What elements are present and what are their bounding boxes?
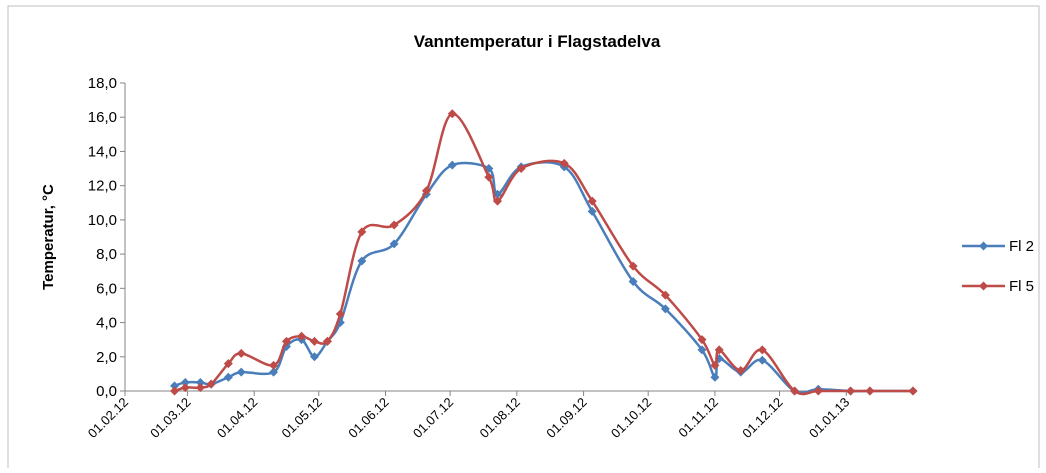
y-tick-label: 16,0	[88, 109, 117, 126]
data-point	[865, 386, 875, 396]
data-point	[714, 345, 724, 355]
data-point	[447, 109, 457, 119]
data-point	[170, 386, 180, 396]
chart-border	[7, 5, 1040, 473]
data-point	[484, 172, 494, 182]
legend-label: Fl 2	[1009, 238, 1034, 255]
legend-marker	[979, 241, 988, 251]
y-tick-label: 0,0	[96, 383, 117, 400]
data-point	[660, 304, 670, 314]
data-point	[757, 345, 767, 355]
data-point	[309, 336, 319, 346]
data-point	[322, 336, 332, 346]
data-point	[628, 276, 638, 286]
data-point	[587, 206, 597, 216]
data-point	[195, 377, 205, 387]
data-point	[269, 367, 279, 377]
legend-marker	[979, 281, 988, 291]
y-tick-label: 12,0	[88, 178, 117, 195]
y-tick-label: 10,0	[88, 212, 117, 229]
data-point	[236, 348, 246, 358]
data-point	[389, 239, 399, 249]
data-point	[180, 377, 190, 387]
y-tick-label: 6,0	[96, 280, 117, 297]
data-point	[309, 352, 319, 362]
data-point	[757, 355, 767, 365]
chart-title: Vanntemperatur i Flagstadelva	[414, 32, 661, 51]
data-point	[335, 309, 345, 319]
data-point	[297, 331, 307, 341]
data-point	[710, 360, 720, 370]
data-point	[813, 386, 823, 396]
data-point	[790, 386, 800, 396]
data-point	[357, 227, 367, 237]
data-point	[223, 359, 233, 369]
data-point	[180, 383, 190, 393]
data-point	[195, 383, 205, 393]
y-tick-label: 18,0	[88, 75, 117, 92]
data-point	[223, 372, 233, 382]
data-point	[421, 186, 431, 196]
legend-label: Fl 5	[1009, 278, 1034, 295]
data-point	[492, 196, 502, 206]
data-point	[236, 367, 246, 377]
data-point	[697, 345, 707, 355]
data-point	[710, 372, 720, 382]
data-point	[736, 365, 746, 375]
data-point	[628, 261, 638, 271]
y-tick-label: 2,0	[96, 349, 117, 366]
y-tick-label: 14,0	[88, 143, 117, 160]
data-point	[170, 381, 180, 391]
data-point	[357, 256, 367, 266]
y-tick-label: 8,0	[96, 246, 117, 263]
series-line	[174, 112, 913, 396]
data-point	[660, 290, 670, 300]
y-tick-label: 4,0	[96, 315, 117, 332]
data-point	[697, 335, 707, 345]
data-point	[559, 158, 569, 168]
data-point	[908, 386, 918, 396]
y-axis-label: Temperatur, °C	[40, 184, 57, 290]
data-point	[269, 360, 279, 370]
data-point	[206, 379, 216, 389]
data-point	[281, 336, 291, 346]
data-point	[587, 196, 597, 206]
data-point	[389, 220, 399, 230]
data-point	[447, 160, 457, 170]
data-point	[516, 164, 526, 174]
data-point	[846, 386, 856, 396]
